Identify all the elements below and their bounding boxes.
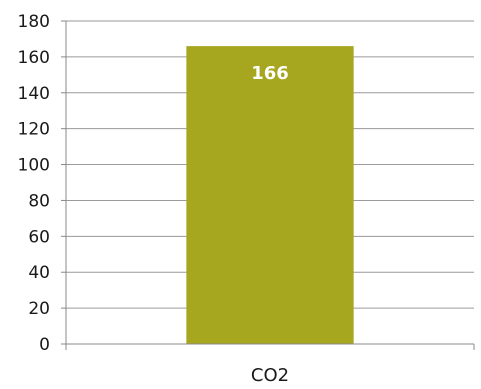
axes xyxy=(61,20,475,350)
y-tick-label: 80 xyxy=(28,191,50,211)
y-tick-label: 0 xyxy=(39,335,50,355)
y-tick-label: 120 xyxy=(18,120,50,140)
y-tick-label: 40 xyxy=(28,263,50,283)
labels: 0 20 40 60 80 100 120 140 160 180 166 CO2 xyxy=(18,12,290,386)
bar-co2 xyxy=(186,46,354,344)
x-tick-label: CO2 xyxy=(251,365,289,385)
y-tick-label: 60 xyxy=(28,227,50,247)
y-tick-label: 100 xyxy=(18,156,50,176)
y-tick-label: 180 xyxy=(18,12,50,32)
y-tick-label: 140 xyxy=(18,84,50,104)
y-tick-label: 20 xyxy=(28,299,50,319)
bars xyxy=(186,46,354,344)
y-tick-label: 160 xyxy=(18,48,50,68)
data-label: 166 xyxy=(251,63,289,84)
